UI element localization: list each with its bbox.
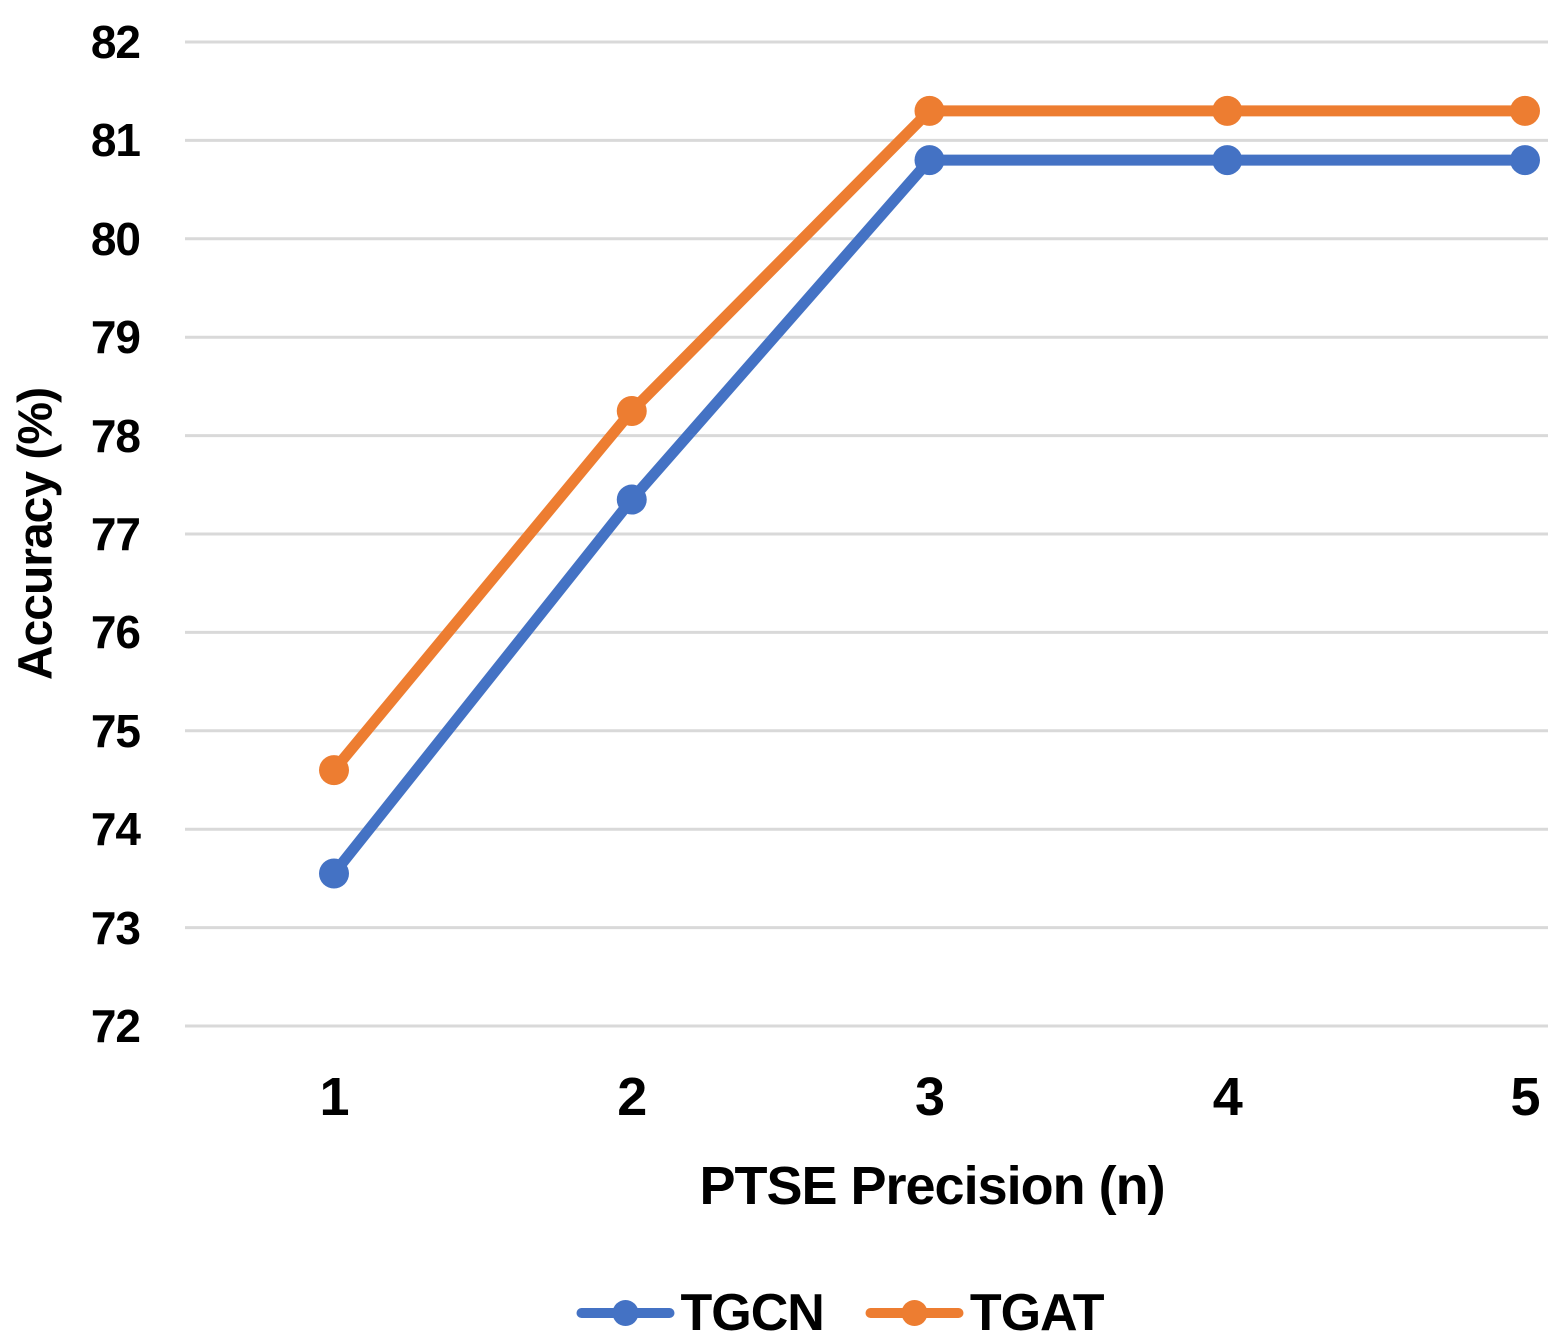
series-markers-group [319,95,1540,889]
y-tick-label: 80 [90,212,141,265]
tgat-data-point-marker [616,396,647,426]
y-tick-label: 82 [90,16,141,68]
tgcn-data-point-marker [319,858,349,889]
x-tick-label: 5 [1510,1067,1540,1127]
y-tick-label: 81 [90,114,141,167]
y-axis-title: Accuracy (%) [9,387,63,681]
y-tick-label: 78 [90,409,141,462]
y-tick-label: 73 [90,901,141,954]
legend-item-tgcn: TGCN [576,1284,825,1342]
y-tick-label: 74 [90,803,141,856]
y-tick-label: 76 [90,606,141,659]
y-tick-label: 79 [90,311,141,364]
tgcn-legend-marker-icon [576,1300,675,1326]
tgcn-data-point-marker [616,484,647,515]
legend: TGCN TGAT [576,1284,1105,1342]
gridlines-group [185,40,1548,1028]
tgat-series-line [328,105,1531,776]
x-tick-label: 2 [617,1067,647,1127]
y-tick-label: 72 [90,1000,141,1052]
tgat-legend-marker-icon [865,1300,964,1326]
x-axis-title: PTSE Precision (n) [699,1156,1165,1216]
tgat-data-point-marker [319,755,349,786]
tgcn-data-point-marker [914,145,945,176]
legend-label-tgat: TGAT [969,1284,1105,1342]
x-tick-label: 3 [914,1067,945,1127]
legend-item-tgat: TGAT [865,1284,1105,1342]
tgat-data-point-marker [914,95,945,126]
y-tick-label: 77 [90,508,141,560]
series-lines-group [328,105,1531,879]
tgat-data-point-marker [1510,95,1540,126]
tgat-data-point-marker [1212,95,1243,126]
x-tick-label: 1 [319,1067,349,1127]
tgcn-data-point-marker [1510,145,1540,176]
tgcn-data-point-marker [1212,145,1243,176]
y-tick-label: 75 [90,704,141,757]
x-tick-label: 4 [1212,1067,1243,1127]
tgcn-series-line [328,154,1531,879]
legend-label-tgcn: TGCN [680,1284,825,1342]
